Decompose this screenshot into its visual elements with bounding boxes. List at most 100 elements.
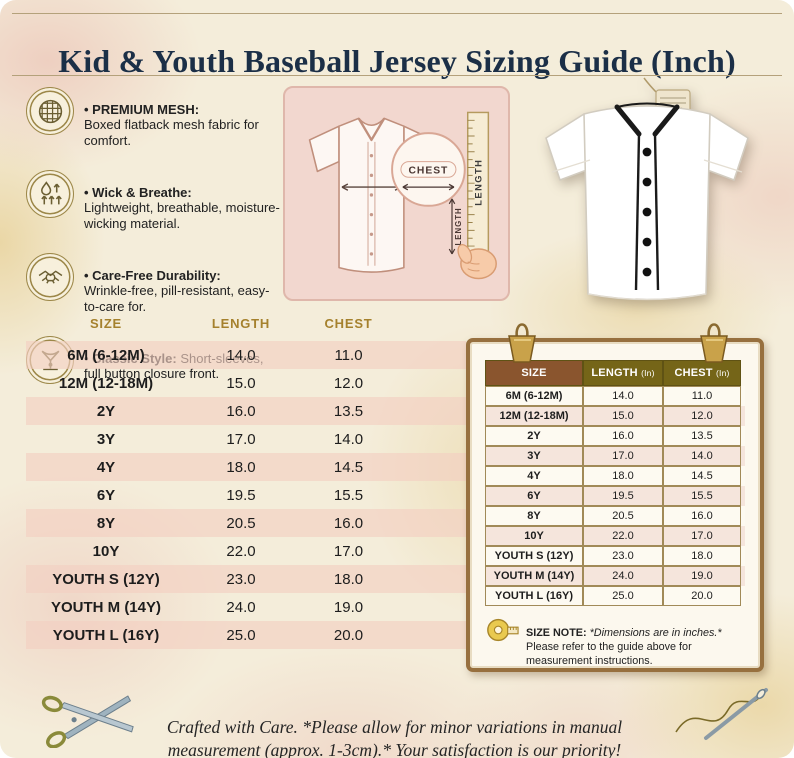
length-cell: 20.5	[583, 506, 663, 526]
length-label-ruler: LENGTH	[473, 159, 483, 206]
collar-trim	[614, 104, 680, 137]
chest-cell: 20.0	[333, 626, 364, 644]
feature-premium-mesh: • PREMIUM MESH: Boxed flatback mesh fabr…	[26, 87, 282, 161]
size-table-header: SIZE LENGTH CHEST	[26, 310, 466, 336]
header-chest: CHEST (In)	[663, 360, 741, 386]
table-row: 6Y 19.5 15.5	[26, 481, 466, 509]
scissors-icon	[40, 688, 142, 749]
table-row: 4Y 18.0 14.5	[26, 453, 466, 481]
size-note: SIZE NOTE: *Dimensions are in inches.* P…	[485, 615, 745, 679]
size-cell: YOUTH S (12Y)	[485, 546, 583, 566]
chest-cell: 14.5	[663, 466, 741, 486]
page-title: Kid & Youth Baseball Jersey Sizing Guide…	[58, 43, 736, 80]
clipboard-size-table: SIZE LENGTH (In) CHEST (In) 6M (6-12M) 1…	[485, 360, 745, 606]
size-note-rest: Please refer to the guide above for meas…	[526, 640, 692, 667]
clipboard: SIZE LENGTH (In) CHEST (In) 6M (6-12M) 1…	[466, 323, 764, 672]
length-cell: 22.0	[583, 526, 663, 546]
chest-cell: 11.0	[334, 346, 363, 364]
length-cell: 25.0	[583, 586, 663, 606]
size-cell: YOUTH M (14Y)	[485, 566, 583, 586]
header-length: LENGTH	[211, 315, 271, 331]
size-cell: 4Y	[485, 466, 583, 486]
chest-cell: 14.0	[663, 446, 741, 466]
feature-heading: • PREMIUM MESH:	[84, 102, 200, 117]
jersey-photo	[518, 74, 776, 319]
length-cell: 25.0	[226, 626, 256, 644]
length-cell: 24.0	[226, 598, 256, 616]
measurement-diagram: CHEST LENGTH LENGTH	[283, 86, 510, 301]
tape-measure-icon	[485, 615, 519, 650]
chest-cell: 14.0	[333, 430, 364, 448]
title-divider	[12, 75, 782, 76]
chest-cell: 12.0	[663, 406, 741, 426]
table-row: YOUTH M (14Y) 24.0 19.0	[485, 566, 745, 586]
chest-arrow	[341, 183, 402, 191]
clipboard-table-rows: 6M (6-12M) 14.0 11.0 12M (12-18M) 15.0 1…	[485, 386, 745, 606]
table-row: 2Y 16.0 13.5	[26, 397, 466, 425]
feature-text: • Care-Free Durability: Wrinkle-free, pi…	[84, 266, 282, 314]
size-table-rows: 6M (6-12M) 14.0 11.0 12M (12-18M) 15.0 1…	[26, 341, 466, 649]
length-label-side: LENGTH	[454, 207, 463, 245]
size-note-bold: SIZE NOTE:	[526, 626, 587, 639]
table-row: 2Y 16.0 13.5	[485, 426, 745, 446]
size-cell: 2Y	[485, 426, 583, 446]
length-cell: 14.0	[583, 386, 663, 406]
chest-cell: 15.5	[663, 486, 741, 506]
size-table: SIZE LENGTH CHEST 6M (6-12M) 14.0 11.0 1…	[26, 310, 466, 649]
chest-cell: 13.5	[663, 426, 741, 446]
length-cell: 16.0	[583, 426, 663, 446]
size-cell: 8Y	[485, 506, 583, 526]
table-row: YOUTH L (16Y) 25.0 20.0	[485, 586, 745, 606]
length-cell: 19.5	[226, 486, 256, 504]
chest-cell: 13.5	[333, 402, 364, 420]
length-cell: 17.0	[583, 446, 663, 466]
table-row: YOUTH S (12Y) 23.0 18.0	[26, 565, 466, 593]
binder-clip-right	[696, 316, 732, 366]
chest-cell: 16.0	[663, 506, 741, 526]
length-cell: 14.0	[226, 346, 256, 364]
top-divider	[12, 13, 782, 14]
feature-durability: • Care-Free Durability: Wrinkle-free, pi…	[26, 252, 282, 327]
size-cell: 4Y	[96, 458, 116, 476]
needle	[704, 688, 768, 740]
table-row: 10Y 22.0 17.0	[485, 526, 745, 546]
length-cell: 15.0	[226, 374, 256, 392]
table-row: 12M (12-18M) 15.0 12.0	[485, 406, 745, 426]
chest-cell: 16.0	[333, 514, 364, 532]
footer-note: Crafted with Care. *Please allow for min…	[166, 716, 623, 758]
size-cell: 2Y	[96, 402, 116, 420]
table-row: 6M (6-12M) 14.0 11.0	[26, 341, 466, 369]
length-cell: 15.0	[583, 406, 663, 426]
header-length: LENGTH (In)	[583, 360, 663, 386]
chest-cell: 17.0	[333, 542, 364, 560]
handshake-icon	[26, 252, 74, 301]
table-row: 3Y 17.0 14.0	[26, 425, 466, 453]
table-row: YOUTH L (16Y) 25.0 20.0	[26, 621, 466, 649]
length-cell: 20.5	[226, 514, 256, 532]
length-cell: 16.0	[226, 402, 256, 420]
feature-text: • Wick & Breathe: Lightweight, breathabl…	[84, 183, 282, 231]
feature-body: Boxed flatback mesh fabric for comfort.	[84, 117, 259, 148]
needle-thread-icon	[668, 680, 778, 746]
chest-cell: 19.0	[333, 598, 364, 616]
length-cell: 23.0	[226, 570, 256, 588]
feature-text: • PREMIUM MESH: Boxed flatback mesh fabr…	[84, 100, 282, 148]
table-row: YOUTH S (12Y) 23.0 18.0	[485, 546, 745, 566]
chest-cell: 14.5	[333, 458, 364, 476]
binder-clip-left	[504, 316, 540, 366]
table-row: 6Y 19.5 15.5	[485, 486, 745, 506]
size-cell: 10Y	[92, 542, 120, 560]
size-cell: 8Y	[96, 514, 116, 532]
size-cell: 3Y	[485, 446, 583, 466]
header-chest: CHEST	[324, 315, 373, 331]
size-cell: 6Y	[485, 486, 583, 506]
placket-left-piping	[634, 133, 641, 291]
mesh-icon	[26, 87, 74, 135]
chest-label: CHEST	[409, 165, 449, 176]
table-row: 4Y 18.0 14.5	[485, 466, 745, 486]
table-row: YOUTH M (14Y) 24.0 19.0	[26, 593, 466, 621]
chest-cell: 12.0	[333, 374, 364, 392]
chest-cell: 18.0	[333, 570, 364, 588]
size-cell: 12M (12-18M)	[485, 406, 583, 426]
